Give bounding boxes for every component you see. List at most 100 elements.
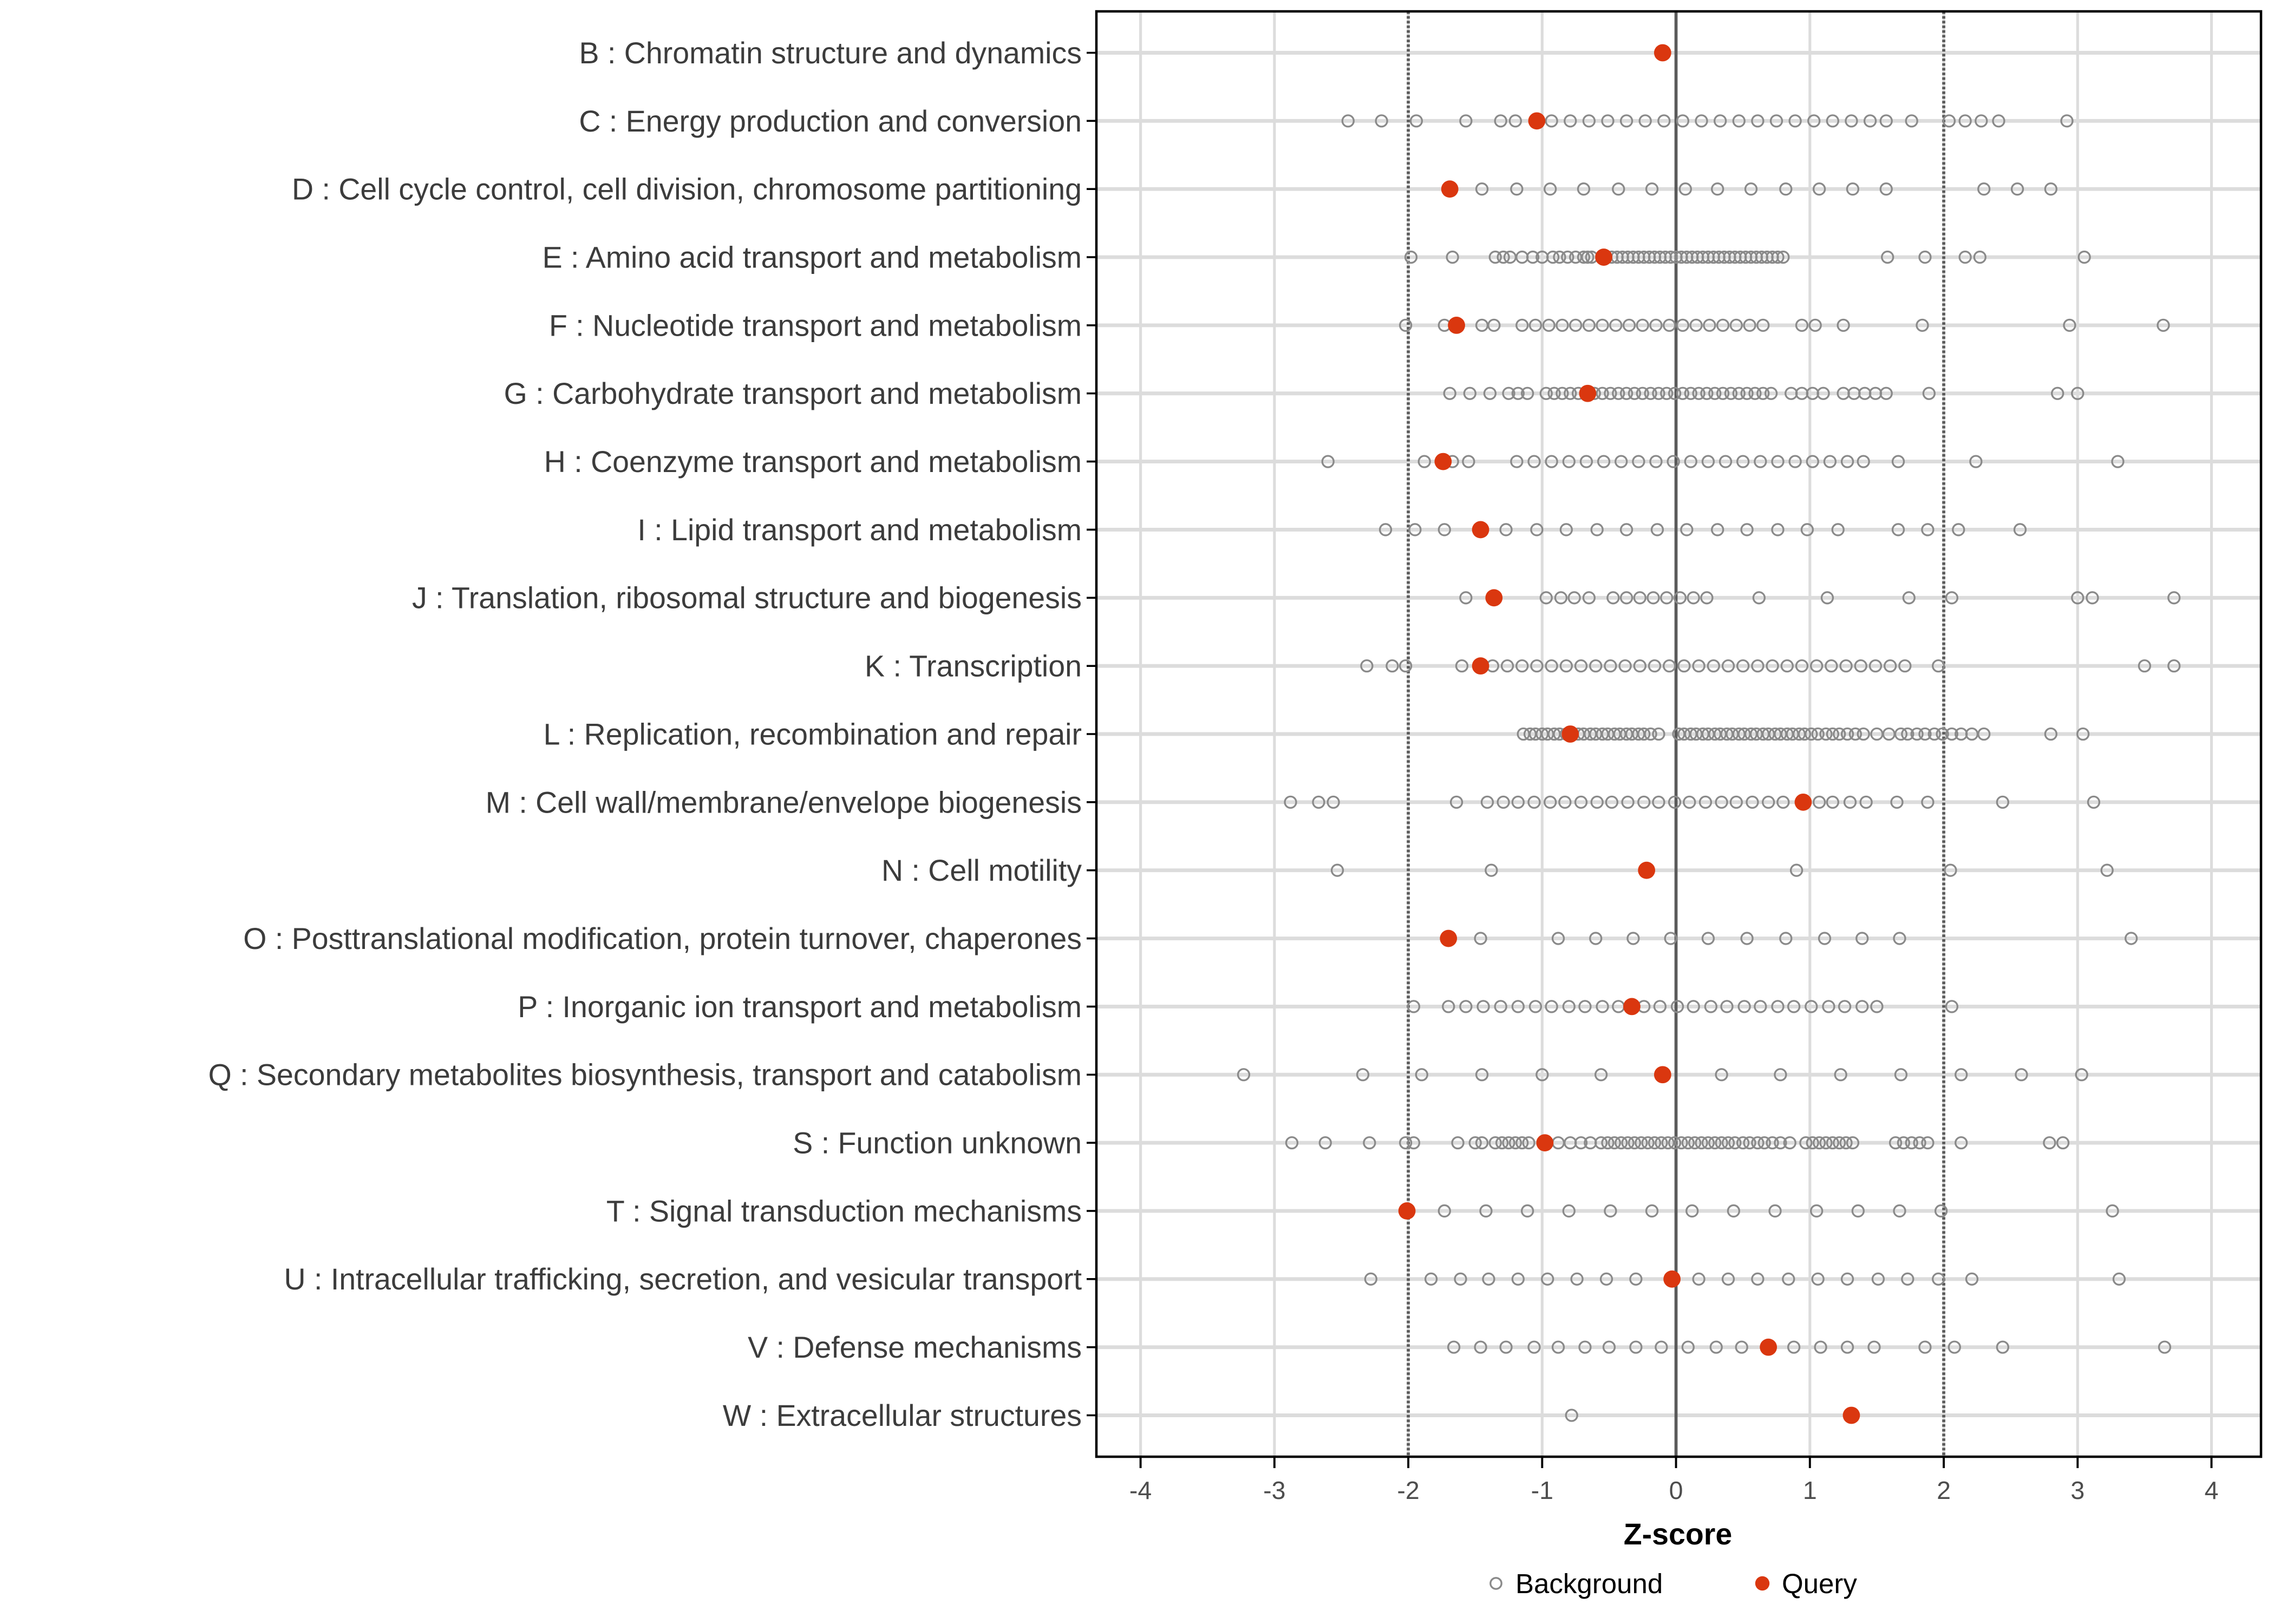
category-label: F : Nucleotide transport and metabolism: [549, 309, 1082, 342]
background-point: [1494, 1000, 1507, 1013]
background-point: [1774, 1136, 1787, 1150]
legend: Background Query: [1489, 1568, 1857, 1599]
category-label: E : Amino acid transport and metabolism: [543, 240, 1082, 274]
background-point: [1508, 114, 1522, 128]
background-point: [1551, 1340, 1565, 1354]
background-point: [1839, 1136, 1853, 1150]
background-point: [1511, 1272, 1525, 1286]
query-point: [1654, 1066, 1671, 1084]
background-point: [1578, 1340, 1592, 1354]
background-point: [1589, 932, 1603, 945]
background-point: [1528, 1000, 1543, 1013]
background-point: [1736, 659, 1750, 673]
background-point: [2013, 523, 2027, 536]
query-point: [1398, 1202, 1416, 1220]
background-point: [1449, 795, 1463, 809]
background-point: [1530, 659, 1544, 673]
background-point: [1724, 387, 1738, 400]
background-point: [1789, 863, 1803, 877]
background-point: [1663, 318, 1676, 332]
background-point: [2015, 1068, 2028, 1082]
background-point: [1511, 1000, 1525, 1013]
background-point: [1868, 659, 1883, 673]
background-point: [2056, 1136, 2070, 1150]
background-point: [1497, 795, 1510, 809]
background-point: [1992, 114, 2005, 128]
background-point: [1459, 591, 1473, 605]
background-point: [1834, 1068, 1847, 1082]
background-point: [1664, 932, 1677, 945]
background-point: [1483, 387, 1497, 400]
query-point: [1472, 521, 1489, 539]
background-point: [1330, 863, 1344, 877]
background-point: [1779, 932, 1793, 945]
background-point: [1417, 455, 1431, 468]
background-point: [1474, 932, 1487, 945]
background-point: [1641, 1136, 1655, 1150]
background-point: [1780, 659, 1794, 673]
axis-tick-label: 2: [1937, 1476, 1951, 1504]
background-point: [2138, 659, 2152, 673]
background-point: [1709, 1340, 1723, 1354]
background-point: [1996, 1340, 2009, 1354]
background-point: [1840, 1272, 1854, 1286]
background-point: [1522, 1136, 1535, 1150]
background-point: [2044, 182, 2057, 196]
background-point: [1579, 455, 1593, 468]
background-point: [1608, 1136, 1621, 1150]
background-point: [1284, 795, 1297, 809]
background-point: [1619, 523, 1633, 536]
background-point: [1399, 318, 1413, 332]
background-point: [1965, 1272, 1979, 1286]
background-point: [1364, 1272, 1377, 1286]
background-point: [1975, 114, 1988, 128]
background-point: [1728, 1136, 1742, 1150]
background-point: [1676, 318, 1690, 332]
background-point: [1545, 659, 1558, 673]
query-point: [1561, 725, 1579, 743]
background-point: [1921, 795, 1935, 809]
background-point: [1559, 659, 1573, 673]
background-point: [1855, 932, 1869, 945]
background-point: [1721, 1272, 1735, 1286]
background-point: [1689, 318, 1703, 332]
background-point: [1633, 591, 1646, 605]
background-point: [1736, 1136, 1750, 1150]
background-point: [1931, 659, 1945, 673]
background-point: [1474, 1340, 1487, 1354]
background-point: [1771, 523, 1785, 536]
background-point: [1442, 1000, 1455, 1013]
category-label: I : Lipid transport and metabolism: [637, 513, 1082, 547]
background-point: [1729, 795, 1743, 809]
background-point: [1609, 318, 1623, 332]
background-point: [1891, 455, 1905, 468]
background-point: [1446, 250, 1459, 264]
background-point: [1973, 250, 1987, 264]
background-point: [1737, 1000, 1751, 1013]
background-point: [1863, 114, 1877, 128]
background-point: [1948, 1340, 1961, 1354]
background-point: [1561, 250, 1574, 264]
background-point: [1626, 932, 1640, 945]
background-point: [1590, 523, 1604, 536]
background-point: [1825, 659, 1838, 673]
background-point: [1475, 1136, 1489, 1150]
background-point: [1604, 387, 1617, 400]
background-point: [1360, 659, 1374, 673]
background-point: [1762, 795, 1775, 809]
background-point: [1740, 387, 1754, 400]
category-label: J : Translation, ribosomal structure and…: [412, 581, 1082, 615]
background-point: [1527, 795, 1541, 809]
background-point: [2111, 455, 2125, 468]
background-point: [1459, 114, 1473, 128]
background-point: [1564, 114, 1577, 128]
background-point: [1526, 250, 1540, 264]
background-point: [1582, 114, 1596, 128]
background-point: [2167, 591, 2181, 605]
background-point: [1748, 387, 1762, 400]
background-point: [1757, 1136, 1771, 1150]
background-point: [1922, 387, 1936, 400]
background-point: [1660, 387, 1674, 400]
background-point: [2060, 114, 2074, 128]
